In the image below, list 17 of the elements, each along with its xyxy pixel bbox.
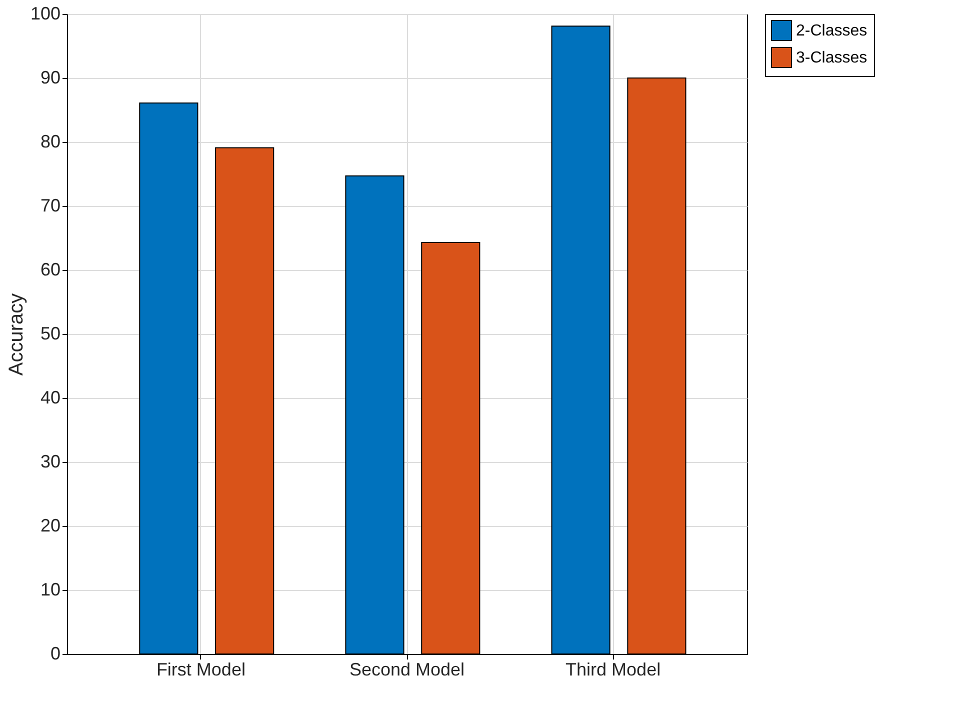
y-tick-label: 30 xyxy=(40,452,60,472)
y-tick-label: 60 xyxy=(40,260,60,280)
x-tick-label: Third Model xyxy=(566,660,661,680)
y-axis-title: Accuracy xyxy=(5,293,28,376)
y-tick-label: 90 xyxy=(40,68,60,88)
y-tick-label: 40 xyxy=(40,388,60,408)
y-tick-label: 20 xyxy=(40,516,60,536)
y-tick-label: 100 xyxy=(30,4,60,24)
x-tick-label: First Model xyxy=(156,660,246,680)
legend-label: 2-Classes xyxy=(796,22,868,40)
y-tick-label: 70 xyxy=(40,196,60,216)
legend-label: 3-Classes xyxy=(796,50,868,66)
y-tick-label: 0 xyxy=(50,644,60,664)
y-tick-label: 10 xyxy=(40,580,60,600)
y-tick-label: 50 xyxy=(40,324,60,344)
x-tick-label: Second Model xyxy=(349,660,465,680)
y-tick-label: 80 xyxy=(40,132,60,152)
